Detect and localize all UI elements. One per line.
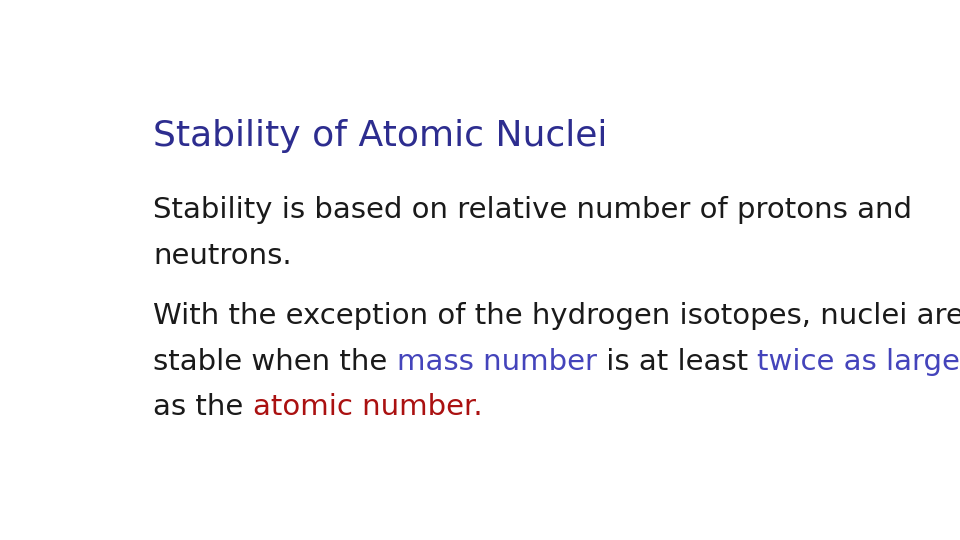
Text: atomic number.: atomic number. bbox=[253, 393, 483, 421]
Text: mass number: mass number bbox=[397, 348, 597, 375]
Text: With the exception of the hydrogen isotopes, nuclei are: With the exception of the hydrogen isoto… bbox=[154, 302, 960, 330]
Text: stable when the: stable when the bbox=[154, 348, 397, 375]
Text: as the: as the bbox=[154, 393, 253, 421]
Text: is at least: is at least bbox=[597, 348, 757, 375]
Text: twice as large: twice as large bbox=[757, 348, 960, 375]
Text: Stability of Atomic Nuclei: Stability of Atomic Nuclei bbox=[154, 119, 608, 153]
Text: neutrons.: neutrons. bbox=[154, 241, 292, 269]
Text: Stability is based on relative number of protons and: Stability is based on relative number of… bbox=[154, 196, 912, 224]
